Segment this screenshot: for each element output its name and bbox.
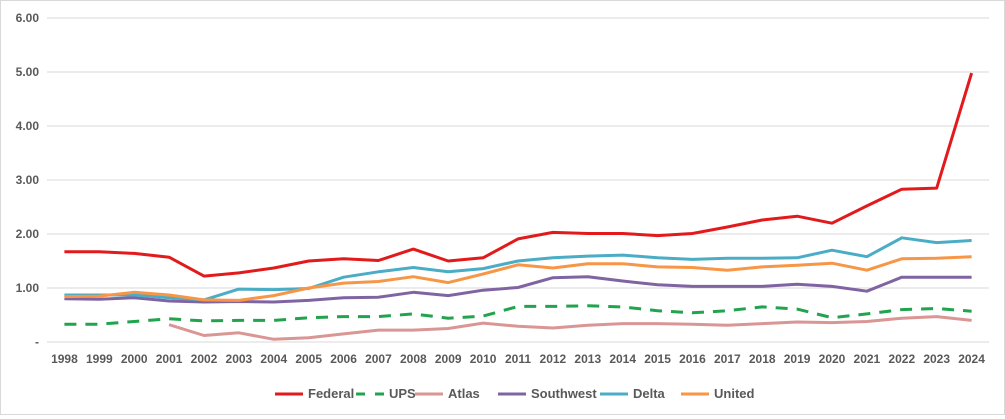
gridlines xyxy=(47,18,989,342)
x-tick-label: 2010 xyxy=(470,352,497,366)
x-tick-label: 2000 xyxy=(121,352,148,366)
x-tick-label: 2006 xyxy=(330,352,357,366)
series-line-united xyxy=(64,257,971,301)
x-tick-label: 2024 xyxy=(958,352,985,366)
x-tick-label: 2020 xyxy=(819,352,846,366)
x-tick-label: 2014 xyxy=(609,352,636,366)
x-tick-label: 2008 xyxy=(400,352,427,366)
legend: Federal UPS Atlas Southwest Delta United xyxy=(275,386,755,401)
x-tick-label: 2017 xyxy=(714,352,741,366)
x-tick-label: 2005 xyxy=(295,352,322,366)
y-tick-label: 3.00 xyxy=(16,173,40,187)
x-tick-label: 2015 xyxy=(644,352,671,366)
x-tick-label: 2002 xyxy=(191,352,218,366)
x-tick-label: 2018 xyxy=(749,352,776,366)
y-tick-label: - xyxy=(35,335,39,349)
legend-label-federal: Federal xyxy=(308,386,354,401)
y-axis: - 1.00 2.00 3.00 4.00 5.00 6.00 xyxy=(16,11,40,349)
x-axis: 1998 1999 2000 2001 2002 2003 2004 2005 2006 2007… xyxy=(51,352,985,366)
legend-label-atlas: Atlas xyxy=(448,386,480,401)
x-tick-label: 1999 xyxy=(86,352,113,366)
x-tick-label: 2004 xyxy=(260,352,287,366)
x-tick-label: 2022 xyxy=(888,352,915,366)
x-tick-label: 2001 xyxy=(156,352,183,366)
x-tick-label: 2007 xyxy=(365,352,392,366)
series-line-delta xyxy=(64,238,971,300)
y-tick-label: 2.00 xyxy=(16,227,40,241)
x-tick-label: 2021 xyxy=(854,352,881,366)
series-lines xyxy=(64,73,971,339)
legend-label-united: United xyxy=(714,386,755,401)
x-tick-label: 2016 xyxy=(679,352,706,366)
legend-label-southwest: Southwest xyxy=(531,386,597,401)
y-tick-label: 6.00 xyxy=(16,11,40,25)
x-tick-label: 2013 xyxy=(574,352,601,366)
x-tick-label: 2023 xyxy=(923,352,950,366)
x-tick-label: 1998 xyxy=(51,352,78,366)
y-tick-label: 4.00 xyxy=(16,119,40,133)
x-tick-label: 2012 xyxy=(540,352,567,366)
legend-label-ups: UPS xyxy=(389,386,416,401)
series-line-atlas xyxy=(169,317,972,340)
y-tick-label: 5.00 xyxy=(16,65,40,79)
series-line-federal xyxy=(64,73,971,276)
y-tick-label: 1.00 xyxy=(16,281,40,295)
x-tick-label: 2009 xyxy=(435,352,462,366)
legend-label-delta: Delta xyxy=(633,386,666,401)
x-tick-label: 2019 xyxy=(784,352,811,366)
x-tick-label: 2011 xyxy=(505,352,531,366)
x-tick-label: 2003 xyxy=(226,352,253,366)
